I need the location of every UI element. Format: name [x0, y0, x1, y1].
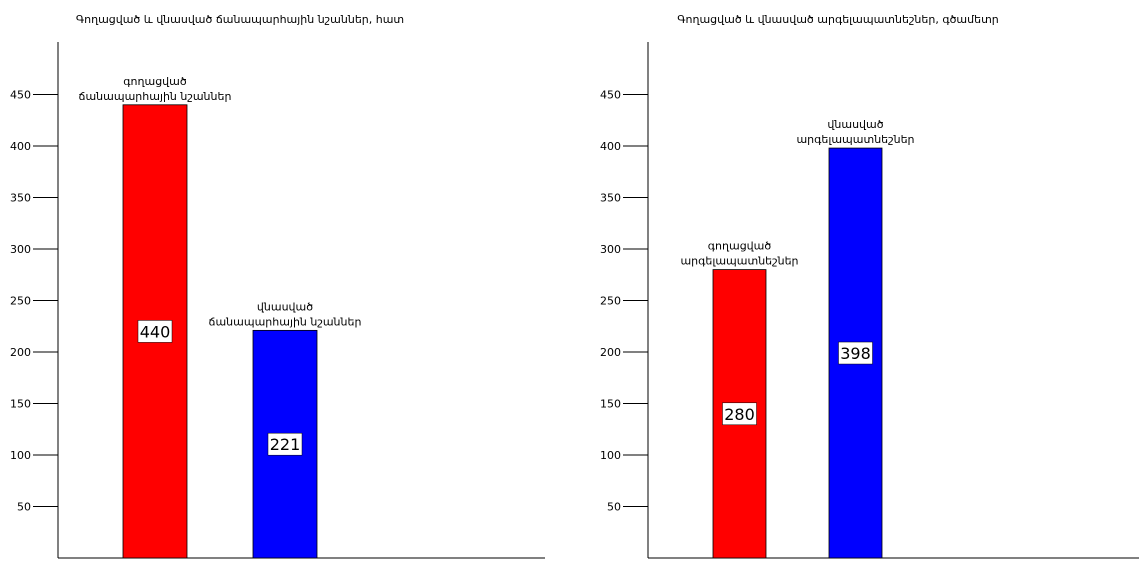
y-tick-label: 100 — [10, 449, 31, 462]
data-label: 440 — [140, 322, 171, 341]
bar-category-label: գողացված ճանապարհային նշաններ — [79, 75, 232, 103]
chart-title: Գողացված և վնասված արգելապատնեշներ, գծամ… — [677, 13, 999, 26]
chart-title: Գողացված և վնասված ճանապարհային նշաններ,… — [76, 13, 404, 26]
y-tick-label: 200 — [600, 346, 621, 359]
y-tick-label: 250 — [10, 295, 31, 308]
y-tick-label: 200 — [10, 346, 31, 359]
data-label: 280 — [724, 405, 755, 424]
y-tick-label: 300 — [10, 243, 31, 256]
bar-category-label: վնասված ճանապարհային նշաններ — [209, 300, 362, 328]
y-tick-label: 400 — [600, 140, 621, 153]
data-label-box — [137, 320, 173, 343]
y-tick-label: 100 — [600, 449, 621, 462]
y-tick-label: 50 — [17, 501, 31, 514]
chart-1: Գողացված և վնասված ճանապարհային նշաններ,… — [10, 13, 545, 559]
y-tick-label: 350 — [10, 192, 31, 205]
y-tick-label: 350 — [600, 192, 621, 205]
y-tick-label: 50 — [607, 501, 621, 514]
y-tick-label: 450 — [10, 89, 31, 102]
bar-category-label: վնասված արգելապատնեշներ — [796, 118, 914, 146]
data-label-box — [722, 402, 757, 426]
chart-2: Գողացված և վնասված արգելապատնեշներ, գծամ… — [600, 13, 1139, 559]
data-label: 398 — [840, 344, 871, 363]
y-tick-label: 450 — [600, 89, 621, 102]
data-label-box — [267, 432, 303, 456]
data-label: 221 — [270, 435, 301, 454]
y-tick-label: 250 — [600, 295, 621, 308]
y-tick-label: 400 — [10, 140, 31, 153]
y-tick-label: 150 — [600, 398, 621, 411]
y-tick-label: 300 — [600, 243, 621, 256]
y-tick-label: 150 — [10, 398, 31, 411]
bar-category-label: գողացված արգելապատնեշներ — [680, 240, 798, 268]
data-label-box — [838, 341, 873, 365]
